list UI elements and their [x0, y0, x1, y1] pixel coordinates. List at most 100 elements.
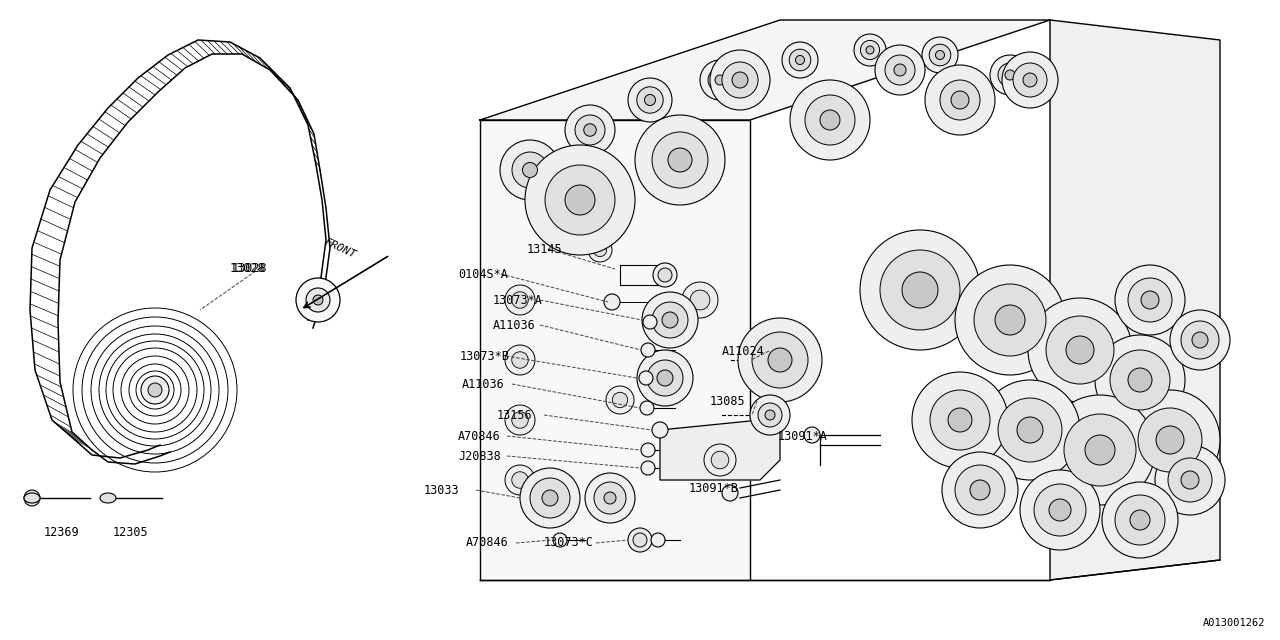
Circle shape — [1012, 63, 1047, 97]
Circle shape — [605, 386, 634, 414]
Circle shape — [867, 46, 874, 54]
Text: 13073*C: 13073*C — [544, 536, 594, 550]
Circle shape — [936, 51, 945, 60]
Circle shape — [922, 37, 957, 73]
Circle shape — [902, 272, 938, 308]
Text: J20838: J20838 — [458, 449, 500, 463]
Circle shape — [1005, 70, 1015, 80]
Circle shape — [594, 482, 626, 514]
Circle shape — [790, 49, 810, 71]
Text: 12305: 12305 — [113, 527, 148, 540]
Circle shape — [545, 165, 614, 235]
Text: A11024: A11024 — [722, 344, 764, 358]
Circle shape — [584, 124, 596, 136]
Circle shape — [1128, 278, 1172, 322]
Circle shape — [998, 63, 1021, 87]
Circle shape — [585, 473, 635, 523]
Circle shape — [612, 392, 627, 408]
Polygon shape — [480, 120, 750, 580]
Circle shape — [955, 265, 1065, 375]
Circle shape — [948, 408, 972, 432]
Circle shape — [645, 95, 655, 106]
Circle shape — [525, 145, 635, 255]
Circle shape — [637, 350, 692, 406]
Circle shape — [1115, 495, 1165, 545]
Circle shape — [541, 490, 558, 506]
Circle shape — [653, 263, 677, 287]
Circle shape — [805, 95, 855, 145]
Circle shape — [506, 345, 535, 375]
Circle shape — [1155, 445, 1225, 515]
Polygon shape — [480, 20, 1050, 120]
Circle shape — [1028, 298, 1132, 402]
Circle shape — [512, 472, 529, 488]
Circle shape — [1002, 52, 1059, 108]
Circle shape — [635, 115, 724, 205]
Circle shape — [512, 152, 548, 188]
Circle shape — [1020, 470, 1100, 550]
Circle shape — [512, 292, 529, 308]
Circle shape — [860, 230, 980, 350]
Circle shape — [1034, 484, 1085, 536]
Circle shape — [765, 410, 774, 420]
Circle shape — [1156, 426, 1184, 454]
Circle shape — [141, 376, 169, 404]
Circle shape — [929, 44, 951, 66]
Text: A013001262: A013001262 — [1202, 618, 1265, 628]
Circle shape — [820, 110, 840, 130]
Circle shape — [716, 75, 724, 85]
Circle shape — [24, 490, 40, 506]
Circle shape — [628, 78, 672, 122]
Circle shape — [1110, 350, 1170, 410]
Circle shape — [512, 412, 529, 428]
Circle shape — [575, 115, 605, 145]
Circle shape — [1044, 395, 1155, 505]
Circle shape — [652, 132, 708, 188]
Circle shape — [643, 292, 698, 348]
Text: 13091*B: 13091*B — [689, 481, 739, 495]
Circle shape — [722, 485, 739, 501]
Polygon shape — [660, 420, 780, 480]
Text: 13145: 13145 — [527, 243, 563, 255]
Circle shape — [314, 295, 323, 305]
Circle shape — [911, 372, 1009, 468]
Circle shape — [604, 492, 616, 504]
Circle shape — [641, 343, 655, 357]
Circle shape — [1140, 291, 1158, 309]
Circle shape — [893, 64, 906, 76]
Text: 12369: 12369 — [44, 527, 79, 540]
Text: 0104S*A: 0104S*A — [458, 268, 508, 280]
Circle shape — [704, 444, 736, 476]
Polygon shape — [1050, 20, 1220, 580]
Circle shape — [506, 285, 535, 315]
Circle shape — [594, 243, 607, 257]
Circle shape — [1094, 335, 1185, 425]
Circle shape — [296, 278, 340, 322]
Circle shape — [1050, 499, 1071, 521]
Circle shape — [710, 50, 771, 110]
Circle shape — [980, 380, 1080, 480]
Circle shape — [995, 305, 1025, 335]
Circle shape — [1046, 316, 1114, 384]
Circle shape — [989, 55, 1030, 95]
Text: 13028: 13028 — [230, 262, 266, 275]
Circle shape — [758, 403, 782, 427]
Text: 13156: 13156 — [497, 408, 532, 422]
Circle shape — [722, 62, 758, 98]
Circle shape — [854, 34, 886, 66]
Circle shape — [148, 383, 163, 397]
Circle shape — [951, 91, 969, 109]
Circle shape — [881, 250, 960, 330]
Circle shape — [942, 452, 1018, 528]
Circle shape — [1128, 368, 1152, 392]
Circle shape — [652, 422, 668, 438]
Text: 13085: 13085 — [710, 394, 746, 408]
Circle shape — [750, 395, 790, 435]
Circle shape — [1023, 73, 1037, 87]
Circle shape — [1181, 321, 1219, 359]
Circle shape — [512, 352, 529, 368]
Circle shape — [564, 185, 595, 215]
Circle shape — [658, 268, 672, 282]
Circle shape — [931, 390, 989, 450]
Circle shape — [860, 40, 879, 60]
